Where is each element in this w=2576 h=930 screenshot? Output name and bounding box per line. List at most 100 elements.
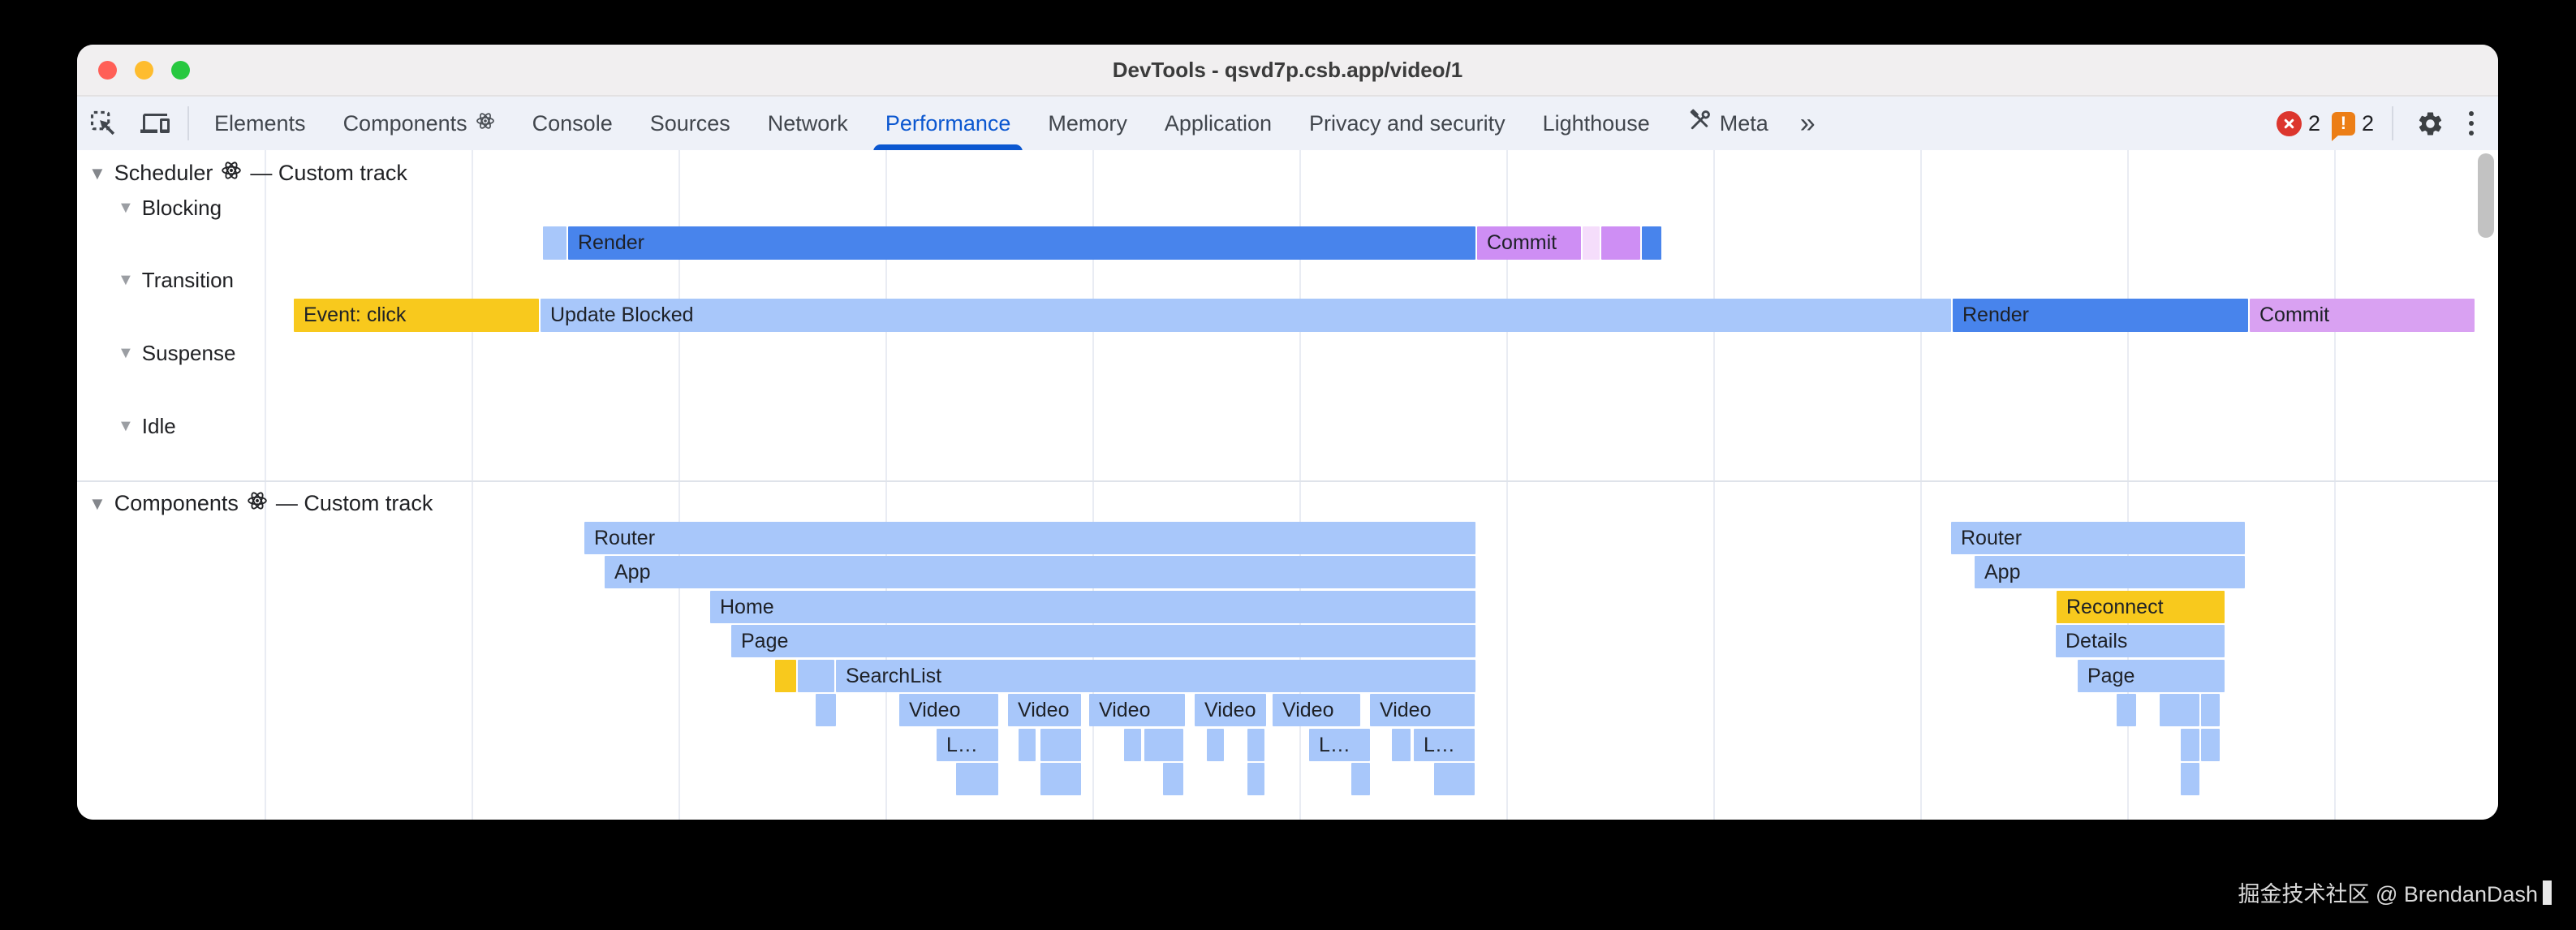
flame-bar-label: Video bbox=[1099, 699, 1151, 721]
flame-bar[interactable] bbox=[775, 660, 796, 692]
scheduler-lane-idle[interactable]: ▼ Idle bbox=[118, 414, 176, 439]
flame-bar[interactable] bbox=[2160, 694, 2199, 726]
flame-bar-video[interactable]: Video bbox=[1089, 694, 1185, 726]
flame-bar[interactable] bbox=[1434, 763, 1475, 795]
flame-bar-home[interactable]: Home bbox=[710, 591, 1475, 623]
tab-label: Application bbox=[1164, 110, 1272, 136]
flame-bar[interactable] bbox=[1247, 729, 1264, 761]
flame-bar[interactable] bbox=[1601, 226, 1640, 260]
tab-lighthouse[interactable]: Lighthouse bbox=[1524, 97, 1669, 150]
flame-bar-router[interactable]: Router bbox=[584, 522, 1475, 554]
customize-devtools-menu-button[interactable] bbox=[2461, 111, 2482, 136]
tab-network[interactable]: Network bbox=[749, 97, 867, 150]
minimize-window-button[interactable] bbox=[135, 60, 153, 80]
close-window-button[interactable] bbox=[98, 60, 117, 80]
flame-bar[interactable] bbox=[1124, 729, 1141, 761]
flame-bar-commit[interactable]: Commit bbox=[2250, 299, 2475, 332]
timeline-gridline bbox=[1920, 150, 1922, 820]
flame-bar[interactable] bbox=[1019, 729, 1036, 761]
zoom-window-button[interactable] bbox=[171, 60, 190, 80]
flame-bar-video[interactable]: Video bbox=[1273, 694, 1360, 726]
warning-badge[interactable]: ! 2 bbox=[2331, 110, 2374, 141]
flame-bar-render[interactable]: Render bbox=[1953, 299, 2248, 332]
flame-bar[interactable] bbox=[798, 660, 834, 692]
tab-console[interactable]: Console bbox=[514, 97, 631, 150]
flame-bar[interactable] bbox=[1040, 763, 1081, 795]
flame-bar-page[interactable]: Page bbox=[2078, 660, 2225, 692]
flame-bar-page[interactable]: Page bbox=[731, 625, 1475, 657]
tab-memory[interactable]: Memory bbox=[1029, 97, 1146, 150]
flame-bar[interactable] bbox=[2117, 694, 2136, 726]
flame-bar[interactable] bbox=[816, 694, 836, 726]
flame-bar-video[interactable]: Video bbox=[1008, 694, 1081, 726]
warning-count: 2 bbox=[2361, 110, 2374, 136]
flame-bar-video[interactable]: Video bbox=[899, 694, 998, 726]
flame-bar-details[interactable]: Details bbox=[2056, 625, 2225, 657]
flame-bar-label: Video bbox=[1380, 699, 1432, 721]
flame-bar[interactable] bbox=[1247, 763, 1264, 795]
flame-bar-l-[interactable]: L… bbox=[1414, 729, 1475, 761]
flame-bar-app[interactable]: App bbox=[605, 556, 1475, 588]
flame-bar-app[interactable]: App bbox=[1975, 556, 2245, 588]
toggle-device-toolbar-button[interactable] bbox=[129, 97, 181, 150]
flame-bar[interactable] bbox=[543, 226, 566, 260]
scheduler-lane-blocking[interactable]: ▼ Blocking bbox=[118, 196, 222, 221]
flame-bar-commit[interactable]: Commit bbox=[1477, 226, 1581, 260]
tab-application[interactable]: Application bbox=[1146, 97, 1290, 150]
flame-bar[interactable] bbox=[1207, 729, 1224, 761]
scheduler-track-header[interactable]: ▼ Scheduler — Custom track bbox=[88, 160, 407, 187]
flame-bar-video[interactable]: Video bbox=[1370, 694, 1475, 726]
flame-bar-label: Details bbox=[2066, 630, 2128, 652]
tab-performance[interactable]: Performance bbox=[867, 97, 1030, 152]
flame-bar[interactable] bbox=[1163, 763, 1183, 795]
flame-bar-event-click[interactable]: Event: click bbox=[294, 299, 539, 332]
flame-bar-label: Render bbox=[1962, 304, 2029, 326]
flame-bar-label: Router bbox=[594, 527, 656, 549]
flame-bar[interactable] bbox=[1392, 729, 1411, 761]
vertical-scrollbar-thumb[interactable] bbox=[2478, 153, 2494, 238]
components-track-header[interactable]: ▼ Components — Custom track bbox=[88, 490, 433, 517]
flame-bar-router[interactable]: Router bbox=[1951, 522, 2245, 554]
lane-label: Suspense bbox=[141, 341, 236, 365]
error-badge[interactable]: 2 bbox=[2276, 110, 2320, 136]
flame-bar-render[interactable]: Render bbox=[568, 226, 1475, 260]
flame-bar[interactable] bbox=[2201, 694, 2220, 726]
flame-bar[interactable] bbox=[2201, 729, 2220, 761]
flame-bar[interactable] bbox=[1040, 729, 1081, 761]
flame-bar-video[interactable]: Video bbox=[1195, 694, 1266, 726]
devtools-toolbar: Elements Components Console Sources Network… bbox=[77, 97, 2498, 152]
tab-label: Meta bbox=[1719, 110, 1768, 136]
flame-bar[interactable] bbox=[1351, 763, 1370, 795]
flame-bar-label: Render bbox=[578, 231, 644, 254]
tab-sources[interactable]: Sources bbox=[631, 97, 749, 150]
error-icon bbox=[2276, 110, 2302, 136]
flame-bar-l-[interactable]: L… bbox=[937, 729, 998, 761]
flame-bar[interactable] bbox=[2181, 763, 2199, 795]
track-title: Components bbox=[114, 491, 239, 515]
scheduler-lane-suspense[interactable]: ▼ Suspense bbox=[118, 341, 235, 366]
flame-bar-update-blocked[interactable]: Update Blocked bbox=[541, 299, 1951, 332]
settings-button[interactable] bbox=[2411, 97, 2449, 150]
flame-bar[interactable] bbox=[2181, 729, 2199, 761]
flame-bar-l-[interactable]: L… bbox=[1309, 729, 1370, 761]
tab-components[interactable]: Components bbox=[325, 97, 514, 150]
tab-label: Privacy and security bbox=[1309, 110, 1506, 136]
warning-icon: ! bbox=[2331, 111, 2355, 141]
tab-meta[interactable]: Meta bbox=[1669, 97, 1787, 150]
flame-bar[interactable] bbox=[956, 763, 998, 795]
inspect-cursor-icon bbox=[90, 110, 115, 136]
flame-bar[interactable] bbox=[1144, 729, 1183, 761]
scheduler-lane-transition[interactable]: ▼ Transition bbox=[118, 268, 234, 293]
flame-bar-reconnect[interactable]: Reconnect bbox=[2057, 591, 2225, 623]
flame-bar[interactable] bbox=[1642, 226, 1661, 260]
tab-elements[interactable]: Elements bbox=[196, 97, 325, 150]
flame-bar[interactable] bbox=[1583, 226, 1600, 260]
watermark-text: 掘金技术社区 @ BrendanDash bbox=[2238, 882, 2538, 906]
inspect-element-button[interactable] bbox=[77, 97, 129, 150]
flame-bar-searchlist[interactable]: SearchList bbox=[836, 660, 1475, 692]
device-toolbar-icon bbox=[140, 114, 170, 133]
more-tabs-button[interactable]: » bbox=[1799, 107, 1816, 139]
lane-label: Blocking bbox=[141, 196, 222, 220]
tab-privacy-and-security[interactable]: Privacy and security bbox=[1290, 97, 1524, 150]
